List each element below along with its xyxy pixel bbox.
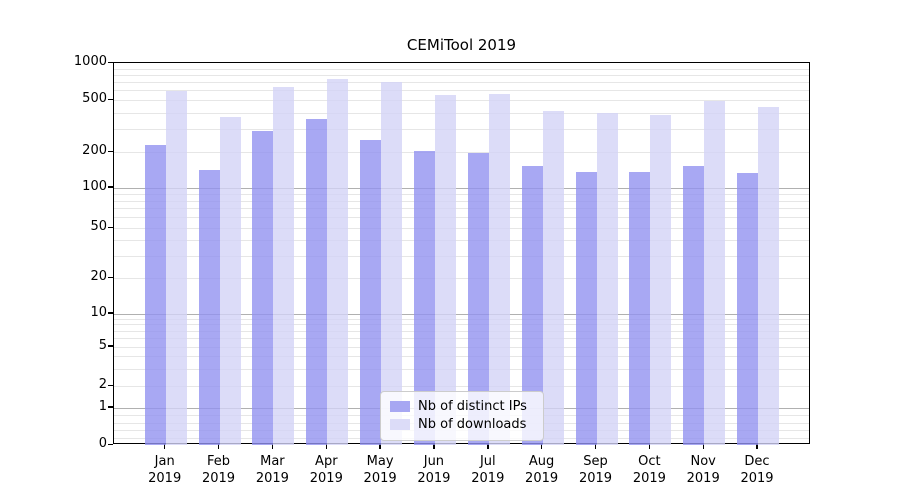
gridline-major	[114, 313, 809, 315]
legend-swatch-downloads	[390, 419, 410, 430]
bar-distinct-ips-aug	[521, 166, 543, 445]
gridline-minor	[114, 228, 809, 229]
bar-downloads-jun	[434, 95, 456, 445]
bar-downloads-feb	[219, 117, 241, 445]
y-tick-label: 0	[98, 436, 107, 451]
bar-downloads-aug	[542, 111, 564, 445]
gridline-minor	[114, 368, 809, 370]
y-tick-label: 2	[98, 377, 107, 392]
gridline-minor	[114, 330, 809, 332]
gridline-minor	[114, 255, 809, 257]
gridline-minor	[114, 68, 809, 70]
bar-distinct-ips-sep	[575, 171, 597, 445]
x-tick-label-mar: Mar 2019	[255, 454, 289, 486]
legend-label-distinct-ips: Nb of distinct IPs	[418, 399, 527, 414]
legend-item-distinct-ips: Nb of distinct IPs	[390, 398, 534, 415]
y-tick-label: 20	[90, 269, 107, 284]
y-tick-label: 10	[90, 304, 107, 320]
x-tick-label-feb: Feb 2019	[201, 454, 236, 486]
bar-distinct-ips-jul	[467, 153, 489, 445]
gridline-minor	[114, 386, 809, 387]
gridline-minor	[114, 100, 809, 101]
gridline-minor	[114, 90, 809, 92]
bar-distinct-ips-may	[360, 139, 382, 445]
y-tick-label: 1	[98, 398, 107, 414]
x-tick-label-nov: Nov 2019	[686, 454, 720, 486]
y-tick-label: 500	[82, 91, 107, 106]
bar-distinct-ips-feb	[198, 169, 220, 445]
bar-distinct-ips-apr	[306, 118, 328, 445]
y-tick-label: 100	[82, 178, 107, 194]
bar-distinct-ips-oct	[629, 171, 651, 445]
gridline-minor	[114, 129, 809, 130]
bar-downloads-nov	[704, 100, 726, 445]
legend: Nb of distinct IPs Nb of downloads	[380, 391, 544, 441]
gridline-minor	[114, 278, 809, 279]
x-tick-label-sep: Sep 2019	[578, 454, 613, 486]
x-tick-label-jan: Jan 2019	[148, 454, 182, 486]
gridline-minor	[114, 112, 809, 114]
gridline-minor	[114, 346, 809, 348]
bar-downloads-sep	[596, 113, 618, 445]
gridline-minor	[114, 318, 809, 320]
y-tick-label: 50	[90, 219, 107, 234]
gridline-minor	[114, 324, 809, 326]
bar-downloads-dec	[758, 107, 780, 445]
bar-distinct-ips-jun	[413, 150, 435, 445]
bar-downloads-apr	[327, 79, 349, 445]
x-tick-label-aug: Aug 2019	[525, 454, 559, 486]
bar-distinct-ips-dec	[737, 172, 759, 445]
bar-distinct-ips-nov	[683, 166, 705, 445]
gridline-minor	[114, 152, 809, 153]
gridline-minor	[114, 82, 809, 83]
bar-distinct-ips-jan	[144, 145, 166, 445]
x-tick-label-oct: Oct 2019	[632, 454, 666, 486]
y-tick-label: 5	[98, 337, 107, 353]
gridline-minor	[114, 74, 809, 76]
plot-area: Nb of distinct IPs Nb of downloads	[113, 62, 810, 445]
chart-title: CEMiTool 2019	[406, 36, 517, 54]
gridline-minor	[114, 356, 809, 358]
x-tick-label-jun: Jun 2019	[417, 454, 451, 486]
gridline-minor	[114, 337, 809, 339]
bar-downloads-jan	[165, 91, 187, 445]
bar-distinct-ips-mar	[252, 130, 274, 445]
bar-downloads-may	[381, 82, 403, 445]
x-tick-label-may: May 2019	[363, 454, 397, 486]
gridline-major	[114, 187, 809, 189]
bar-downloads-jul	[488, 94, 510, 445]
bar-downloads-mar	[273, 86, 295, 445]
gridline-minor	[114, 200, 809, 202]
legend-label-downloads: Nb of downloads	[418, 417, 527, 432]
x-tick-label-apr: Apr 2019	[309, 454, 343, 486]
x-tick-label-jul: Jul 2019	[471, 454, 505, 486]
y-tick-label: 1000	[73, 54, 107, 69]
gridline-minor	[114, 240, 809, 242]
y-tick-label: 200	[82, 143, 107, 158]
bar-downloads-oct	[650, 114, 672, 445]
x-tick-label-dec: Dec 2019	[740, 454, 774, 486]
gridline-minor	[114, 193, 809, 195]
gridline-minor	[114, 208, 809, 210]
legend-swatch-distinct-ips	[390, 401, 410, 412]
legend-item-downloads: Nb of downloads	[390, 416, 534, 433]
gridline-minor	[114, 217, 809, 219]
